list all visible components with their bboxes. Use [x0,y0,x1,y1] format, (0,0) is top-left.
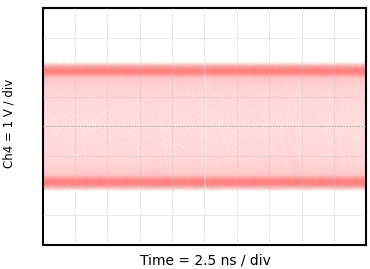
Text: Time = 2.5 ns / div: Time = 2.5 ns / div [140,254,271,268]
Text: Ch4 = 1 V / div: Ch4 = 1 V / div [3,79,16,168]
